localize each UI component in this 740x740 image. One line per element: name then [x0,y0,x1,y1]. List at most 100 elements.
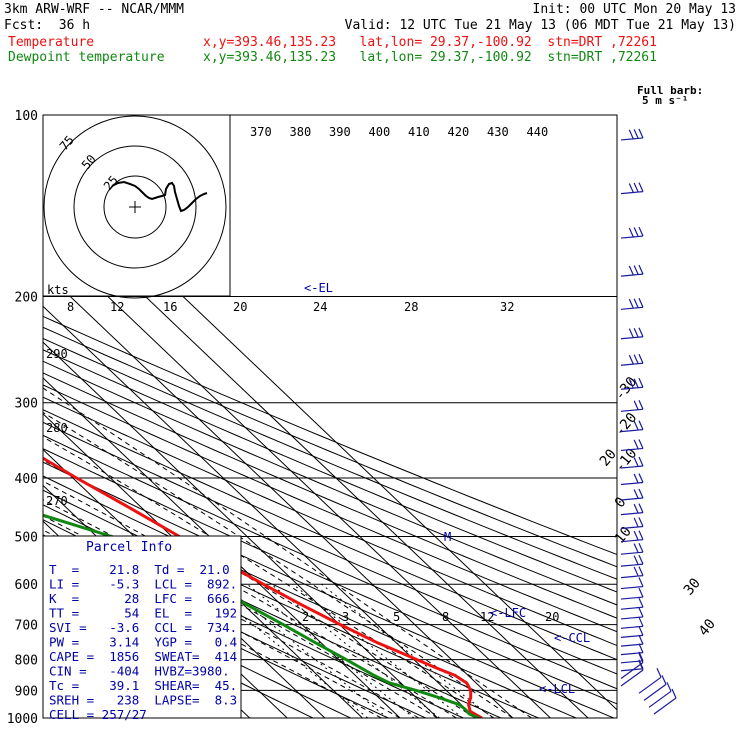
wind-barb-flag [638,517,644,527]
hodograph-trace [111,180,208,213]
wind-speed-tick-label: 32 [500,300,514,314]
wind-barb-staff [620,662,644,679]
wind-barb-flag [638,626,644,636]
wind-barb-flag [633,530,639,541]
wind-barb-flag [638,488,644,499]
dry-adiabat [43,326,617,568]
wind-barb-staff [620,465,644,469]
mixing-ratio-line [246,583,415,718]
wind-barb-flag [633,378,639,388]
wind-barb-staff [620,481,644,486]
theta-label-left: 280 [46,421,68,435]
dry-adiabat [43,360,617,606]
wind-barb-flag [638,617,644,627]
dry-adiabat [43,384,617,633]
theta-label: 380 [290,125,312,139]
dry-adiabat [43,396,617,647]
wind-barb-flag [671,688,677,699]
dry-adiabat [43,566,351,718]
wind-barb-flag [638,566,644,576]
wind-barb-flag [633,555,639,565]
wind-barb-flag [638,473,644,483]
wind-barb-staff [620,190,644,195]
pressure-label: 200 [15,291,38,306]
wind-barb-staff [620,551,644,555]
wind-barb-flag [628,129,634,140]
wind-speed-tick-label: 24 [313,300,327,314]
theta-label: 430 [487,125,509,139]
pressure-label: 300 [15,397,38,412]
dry-adiabat [43,409,617,661]
wind-barb-flag [638,439,644,449]
wind-barb-flag [633,265,639,275]
wind-barb-staff [620,512,644,516]
wind-barb-flag [638,554,644,565]
level-annotation: <-EL [304,281,333,295]
theta-label: 410 [408,125,430,139]
wind-barb-staff [620,669,644,687]
wind-barb-staff [620,585,644,590]
parcel-info-row: PW = 3.14 YGP = 0.4 [49,635,237,650]
theta-label: 440 [527,125,549,139]
wind-barb-flag [633,457,639,467]
wind-barb-flag [633,489,639,499]
wind-barb-staff [620,408,644,412]
hodograph: 75 50 25 [42,114,231,299]
wind-barb-staff [620,497,644,501]
isotherm [43,234,551,718]
level-annotation: <-LFC [490,606,526,620]
pressure-label: 700 [15,619,38,634]
wind-barb-staff [643,683,667,701]
wind-barb-staff [620,362,644,366]
isotherm [43,413,363,718]
pressure-label: 800 [15,654,38,669]
wind-barb-flag [638,264,644,275]
pressure-label: 500 [15,530,38,545]
wind-barb-flag [638,226,644,237]
pressure-label: 100 [15,109,38,124]
wind-barb-flag [633,182,639,193]
wind-barb-staff [620,525,644,530]
parcel-info-row: SVI = -3.6 CCL = 734. [49,620,237,635]
wind-barb-flag [638,298,644,308]
isotherm [43,341,438,718]
wind-barb-staff [620,563,644,567]
mixing-ratio-label: 12 [480,610,494,624]
wind-barb-flag [638,353,644,364]
wind-barb-flag [638,634,644,645]
isotherm-label: 40 [696,616,719,639]
pressure-label: 600 [15,578,38,593]
wind-barb-flag [633,420,639,431]
wind-speed-tick-label: 12 [110,300,124,314]
dry-adiabat [43,315,617,556]
kts-label: kts [47,283,69,297]
wind-barb-staff [620,447,644,452]
wind-barb-flag [633,400,639,410]
wind-barb-staff [620,386,644,390]
wind-barb-flag [638,577,644,587]
wind-barb-flag [628,328,634,338]
mixing-ratio-line [221,583,389,718]
wind-barb-flag [638,327,644,337]
dewpoint-legend-label: Dewpoint temperature [8,50,165,65]
wind-barb-flag [656,668,662,678]
temperature-location-info: x,y=393.46,135.23 lat,lon= 29.37,-100.92… [203,35,657,50]
wind-speed-tick-label: 28 [404,300,418,314]
wind-barb-staff [653,697,677,715]
parcel-info-row: TT = 54 EL = 192 [49,606,237,621]
wind-barb-staff [620,539,644,543]
wind-barb-flag [628,378,634,389]
wind-barb-flag [638,530,644,540]
level-annotation: <-CCL [554,631,590,645]
wind-barb-flag [633,473,639,484]
temperature-profile [43,456,483,718]
wind-barb-flag [633,129,639,139]
parcel-info-row: SREH = 238 LAPSE= 8.3 [49,693,237,708]
wind-barb-flag [638,128,644,139]
dry-adiabat [43,372,617,619]
pressure-label: 1000 [7,712,38,727]
mixing-ratio-label: 20 [545,610,559,624]
wind-barb-flag [638,400,644,410]
wind-barb-flag [633,517,639,528]
wind-barb-flag [638,587,644,598]
